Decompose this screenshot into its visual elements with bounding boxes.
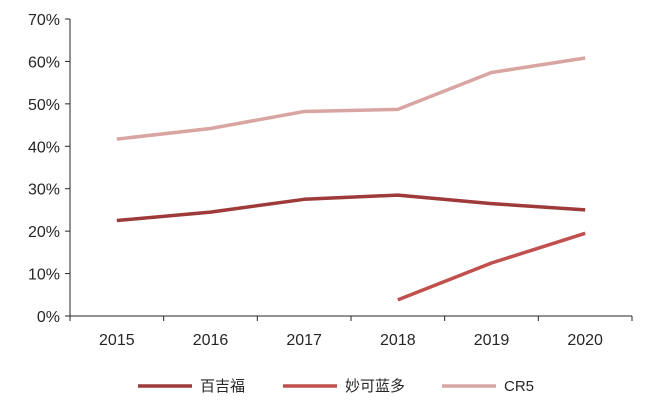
y-tick-label: 40%	[28, 139, 60, 156]
x-tick-label: 2015	[99, 332, 135, 349]
y-tick-label: 0%	[37, 309, 60, 326]
y-axis-ticks: 0% 10% 20% 30% 40% 50% 60% 70%	[28, 12, 70, 326]
legend: 百吉福 妙可蓝多 CR5	[138, 378, 534, 395]
y-tick-label: 30%	[28, 182, 60, 199]
series-line-1	[116, 193, 586, 223]
x-tick-label: 2016	[193, 332, 229, 349]
x-tick-label: 2020	[567, 332, 603, 349]
legend-label-1: 百吉福	[200, 378, 245, 395]
y-tick-label: 60%	[28, 54, 60, 71]
y-tick-label: 10%	[28, 267, 60, 284]
y-tick-label: 70%	[28, 12, 60, 29]
x-tick-label: 2017	[286, 332, 322, 349]
x-tick-label: 2019	[474, 332, 510, 349]
x-tick-label: 2018	[380, 332, 416, 349]
x-axis-ticks: 2015 2016 2017 2018 2019 2020	[69, 316, 633, 349]
series-layer	[116, 56, 586, 302]
legend-label-2: 妙可蓝多	[345, 378, 405, 395]
series-line-3	[116, 56, 586, 141]
y-tick-label: 20%	[28, 224, 60, 241]
legend-label-3: CR5	[504, 378, 534, 395]
y-tick-label: 50%	[28, 97, 60, 114]
series-line-2	[397, 231, 586, 302]
